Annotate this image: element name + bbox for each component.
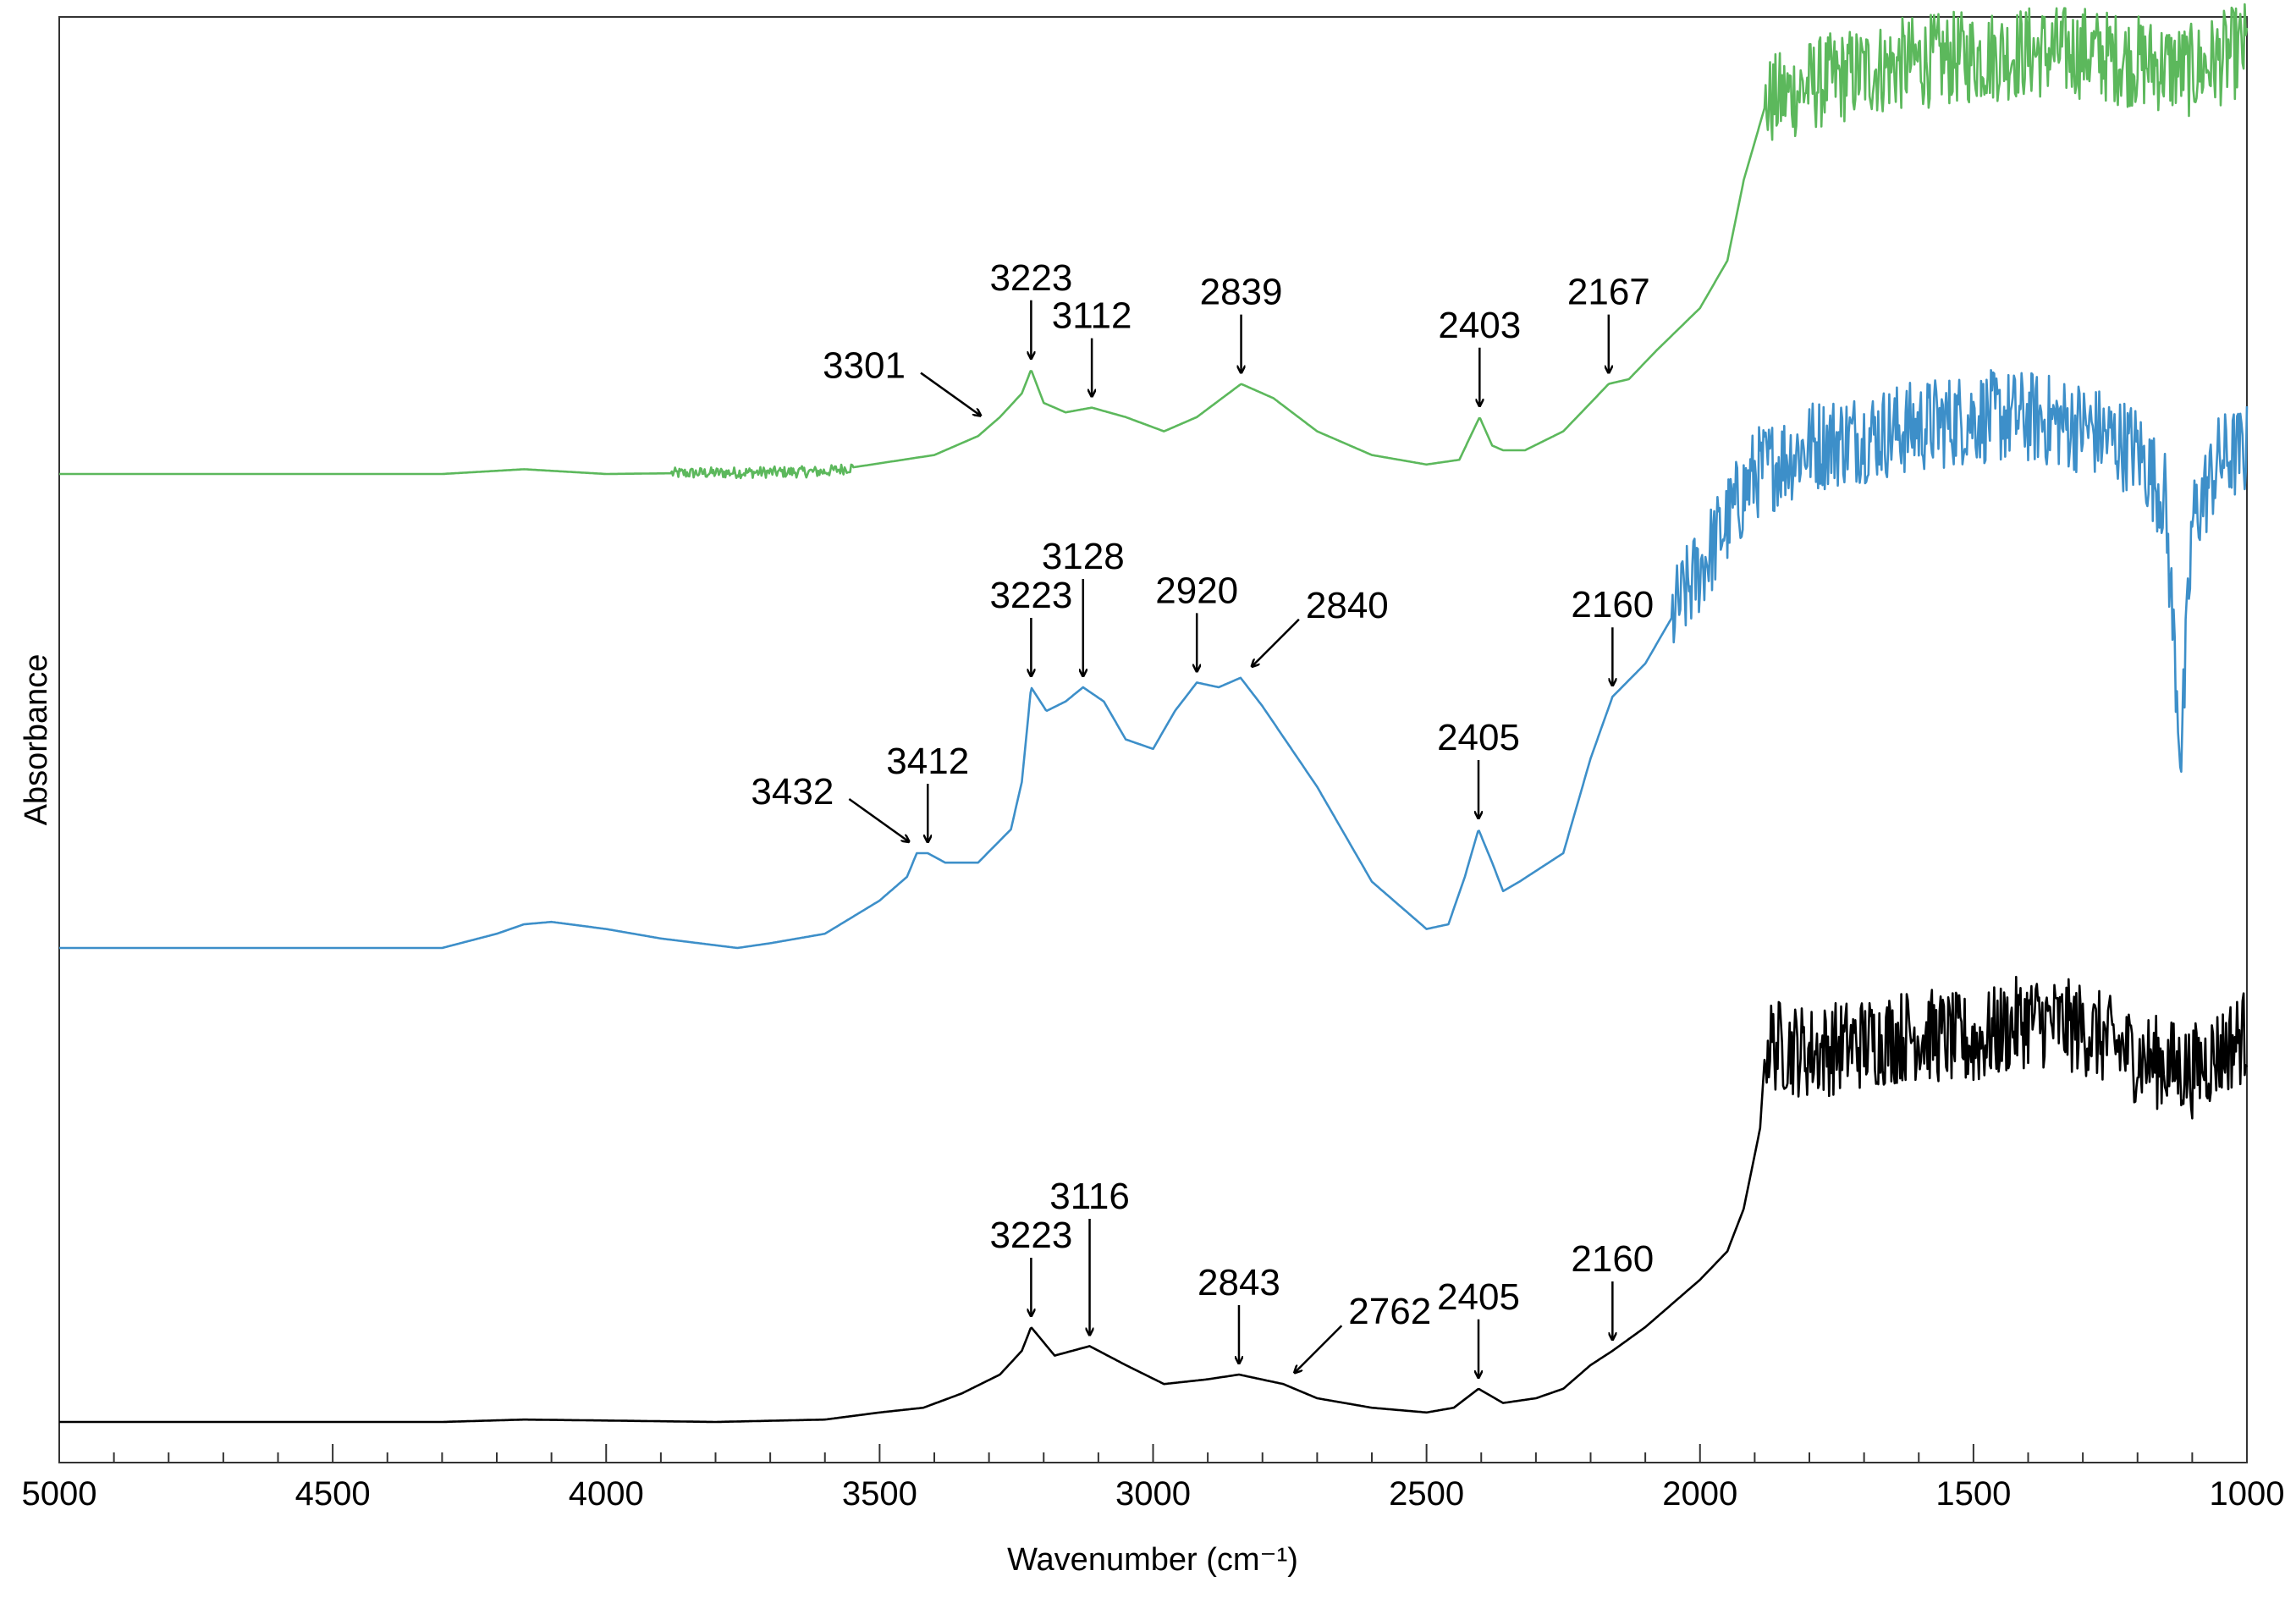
peak-label: 2840 — [1306, 585, 1389, 626]
peak-label: 3432 — [751, 771, 834, 813]
y-axis-title: Absorbance — [19, 654, 54, 826]
peak-label: 3116 — [1049, 1176, 1130, 1217]
peak-annotation: 2403 — [1438, 305, 1521, 405]
peak-annotation: 3412 — [886, 741, 969, 841]
peak-label: 2839 — [1200, 272, 1283, 313]
peak-label: 3128 — [1042, 536, 1125, 577]
peak-label: 2762 — [1348, 1291, 1431, 1332]
spectra — [59, 3, 2249, 1424]
peak-annotation: 2405 — [1437, 1276, 1520, 1377]
peak-label: 3223 — [989, 257, 1072, 299]
peak-label: 2405 — [1437, 1276, 1520, 1318]
peak-label: 3112 — [1052, 295, 1132, 337]
peak-label: 3412 — [886, 741, 969, 782]
peak-annotations: 3301322331122839240321673432341232233128… — [751, 257, 1654, 1377]
peak-annotation: 2843 — [1198, 1262, 1280, 1363]
peak-label: 2920 — [1155, 570, 1238, 611]
peak-annotation: 3112 — [1052, 295, 1132, 396]
peak-label: 3301 — [823, 345, 906, 387]
peak-arrow — [1295, 1325, 1343, 1372]
spectrum-line-3 — [59, 975, 2249, 1424]
peak-label: 2160 — [1571, 1238, 1654, 1280]
peak-label: 2403 — [1438, 305, 1521, 346]
x-tick-label: 4500 — [295, 1475, 371, 1513]
peak-annotation: 3301 — [823, 345, 980, 416]
peak-label: 2167 — [1567, 272, 1650, 313]
x-tick-label: 3500 — [842, 1475, 917, 1513]
peak-label: 3223 — [989, 1215, 1072, 1256]
peak-annotation: 3432 — [751, 771, 908, 841]
peak-annotation: 3223 — [989, 575, 1072, 675]
plot-frame — [58, 16, 2248, 1463]
peak-label: 3223 — [989, 575, 1072, 616]
peak-annotation: 2167 — [1567, 272, 1650, 372]
peak-annotation: 2839 — [1200, 272, 1283, 372]
peak-annotation: 2160 — [1571, 584, 1654, 685]
peak-arrow — [920, 372, 980, 416]
x-axis-tick-labels: 5000 4500 4000 3500 3000 2500 2000 1500 1000 — [22, 1475, 2285, 1513]
peak-annotation: 2405 — [1437, 717, 1520, 818]
peak-label: 2405 — [1437, 717, 1520, 758]
x-tick-label: 2500 — [1389, 1475, 1464, 1513]
peak-annotation: 2762 — [1295, 1291, 1431, 1372]
x-axis-title: Wavenumber (cm⁻¹) — [1007, 1542, 1298, 1578]
peak-label: 2843 — [1198, 1262, 1280, 1303]
x-tick-label: 1500 — [1935, 1475, 2011, 1513]
x-tick-label: 3000 — [1115, 1475, 1191, 1513]
peak-annotation: 2160 — [1571, 1238, 1654, 1339]
x-axis-ticks — [58, 1444, 2248, 1463]
spectrum-line-1 — [59, 3, 2249, 480]
spectrum-line-2 — [59, 369, 2249, 950]
peak-annotation: 2840 — [1253, 585, 1389, 666]
peak-annotation: 3223 — [989, 257, 1072, 358]
peak-annotation: 3116 — [1049, 1176, 1130, 1334]
peak-label: 2160 — [1571, 584, 1654, 625]
peak-annotation: 3128 — [1042, 536, 1125, 675]
peak-arrow — [1253, 618, 1300, 666]
x-tick-label: 1000 — [2210, 1475, 2285, 1513]
x-tick-label: 5000 — [22, 1475, 97, 1513]
peak-annotation: 3223 — [989, 1215, 1072, 1315]
peak-arrow — [848, 797, 908, 841]
x-tick-label: 4000 — [569, 1475, 644, 1513]
x-tick-label: 2000 — [1662, 1475, 1737, 1513]
peak-annotation: 2920 — [1155, 570, 1238, 670]
